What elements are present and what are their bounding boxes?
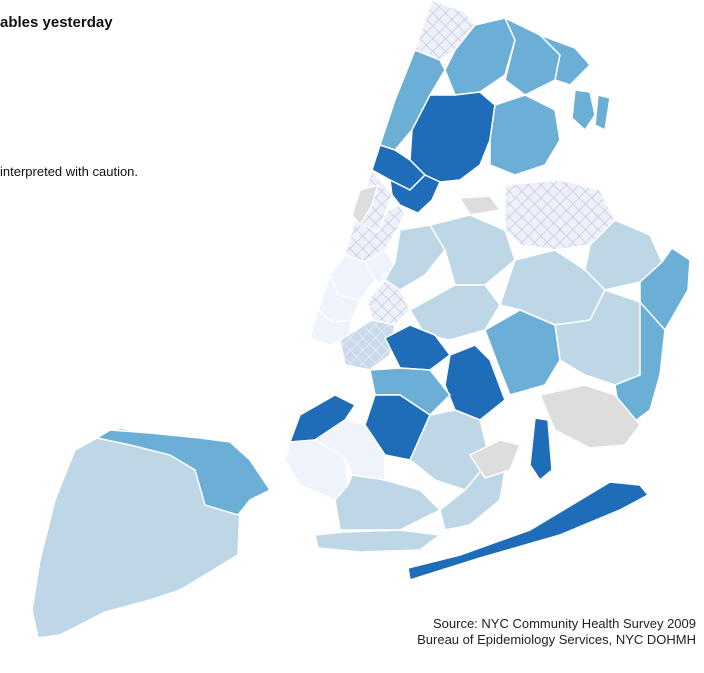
region-brooklyn-coney-island (314, 529, 441, 553)
region-bronx-point (594, 94, 611, 131)
region-brooklyn-east-ny (444, 344, 506, 421)
region-brooklyn-borough-park (314, 419, 386, 481)
region-bronx-east (489, 94, 561, 176)
source-line-2: Bureau of Epidemiology Services, NYC DOH… (417, 632, 696, 647)
region-brooklyn-flatbush (409, 409, 491, 491)
region-brooklyn-bensonhurst (334, 474, 441, 531)
region-jamaica-bay-marsh (469, 439, 521, 479)
region-broad-channel (529, 417, 553, 481)
region-laguardia-airport (459, 195, 501, 216)
source-credit: Source: NYC Community Health Survey 2009… (417, 616, 696, 648)
caution-note: interpreted with caution. (0, 164, 139, 179)
source-line-1: Source: NYC Community Health Survey 2009 (432, 616, 696, 631)
region-bronx-north-2 (504, 17, 561, 96)
map-title: ables yesterday (0, 14, 113, 31)
region-bronx-north-3 (539, 34, 591, 86)
region-staten-island-north (96, 429, 271, 516)
region-manhattan-central-park (351, 184, 379, 226)
region-jfk-airport (539, 384, 641, 449)
region-bronx-central (409, 91, 496, 183)
region-bronx-south-hatched (389, 174, 441, 214)
region-brooklyn-greenpoint-hatched (339, 319, 396, 371)
region-city-island (571, 89, 596, 131)
region-queens-jackson (429, 214, 516, 286)
region-queens-ozone (484, 309, 561, 396)
region-rockaway (407, 481, 649, 581)
